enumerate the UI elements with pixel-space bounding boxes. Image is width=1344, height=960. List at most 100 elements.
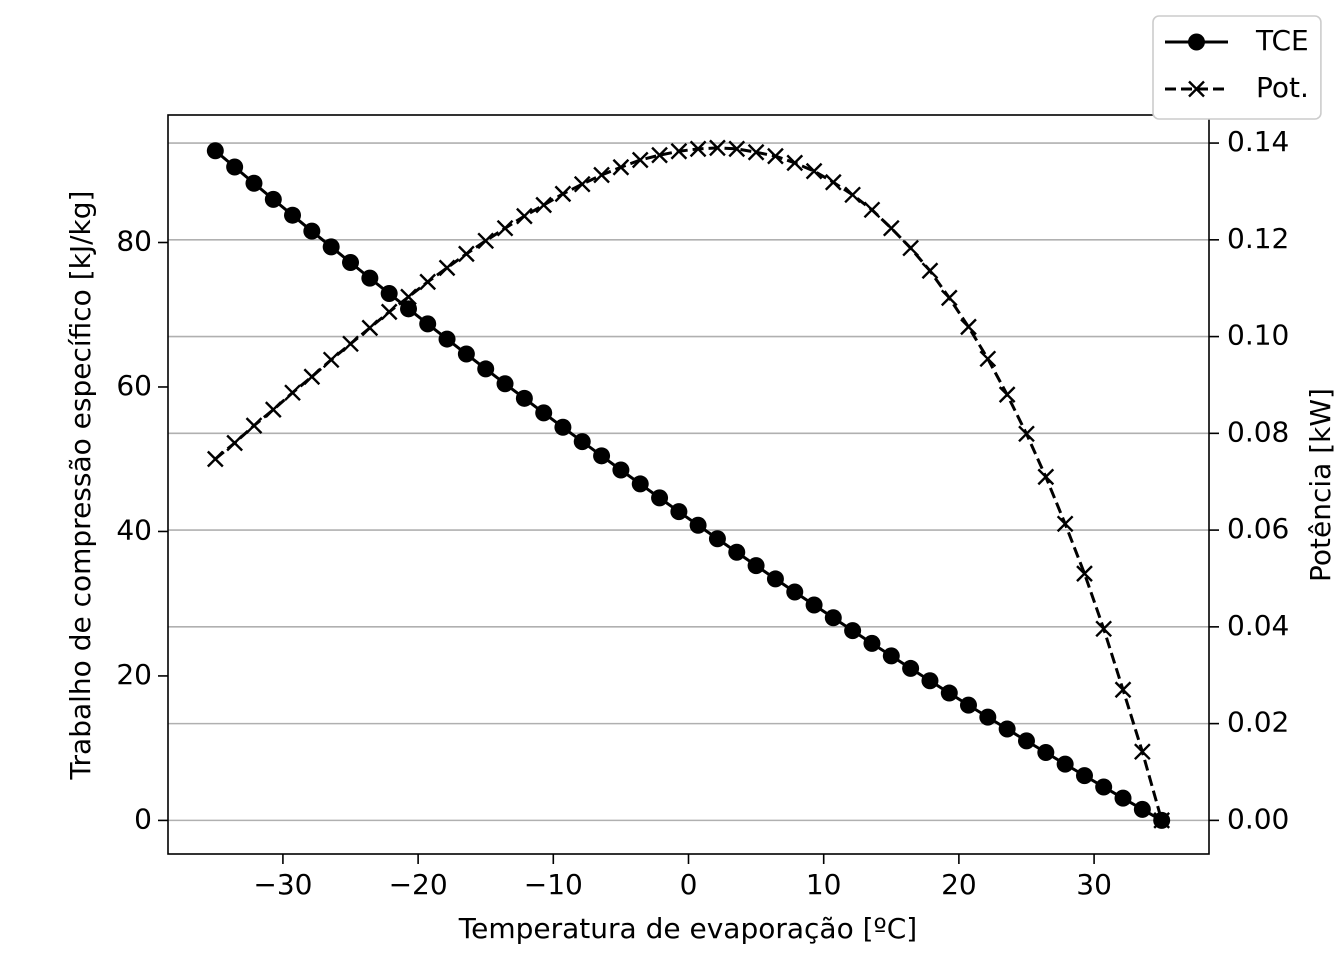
point-marker	[766, 570, 784, 588]
point-marker	[1153, 812, 1171, 829]
point-marker	[747, 557, 765, 575]
point-marker	[457, 345, 475, 363]
point-marker	[998, 720, 1016, 738]
y2-tick-label: 0.14	[1227, 125, 1289, 158]
point-marker	[593, 447, 611, 465]
legend-label: Pot.	[1256, 71, 1309, 104]
y2-tick-label: 0.10	[1227, 319, 1289, 352]
point-marker	[284, 206, 302, 224]
point-marker	[380, 303, 398, 321]
y-tick-label: 0	[134, 802, 152, 835]
point-marker	[226, 158, 244, 176]
point-marker	[844, 622, 862, 640]
point-marker	[400, 288, 417, 306]
point-marker	[361, 269, 379, 287]
point-marker	[651, 489, 669, 507]
point-marker	[322, 351, 340, 369]
point-marker	[902, 239, 919, 257]
point-marker	[438, 259, 456, 277]
x-tick-label: 20	[941, 868, 977, 901]
legend-label: TCE	[1255, 24, 1309, 57]
point-marker	[689, 516, 707, 534]
point-marker	[496, 219, 514, 237]
point-marker	[612, 461, 630, 479]
point-marker	[670, 142, 688, 160]
point-marker	[264, 401, 282, 418]
point-marker	[554, 418, 572, 436]
axes-frame	[167, 114, 1210, 855]
point-marker	[419, 273, 437, 291]
point-marker	[844, 186, 861, 204]
y-axis-label: Trabalho de compressão específico [kJ/kg…	[64, 191, 97, 781]
y-tick-label: 80	[116, 225, 152, 258]
y-tick-label: 40	[116, 513, 152, 546]
point-marker	[1114, 789, 1132, 807]
point-marker	[786, 583, 804, 601]
point-marker	[419, 315, 437, 333]
point-marker	[535, 196, 553, 214]
x-tick-label: −30	[253, 868, 312, 901]
point-marker	[245, 417, 263, 434]
point-marker	[1056, 755, 1074, 773]
point-marker	[573, 433, 591, 451]
y-tick-label: 20	[116, 658, 152, 691]
point-marker	[1037, 744, 1055, 762]
y2-axis-label: Potência [kW]	[1304, 388, 1337, 582]
point-marker	[1134, 743, 1151, 761]
point-marker	[689, 140, 707, 158]
point-marker	[805, 162, 823, 180]
point-marker	[631, 475, 649, 493]
point-marker	[342, 335, 359, 353]
point-marker	[458, 245, 475, 263]
y2-tick-label: 0.00	[1227, 802, 1289, 835]
point-marker	[380, 285, 398, 303]
point-marker	[728, 140, 746, 158]
point-marker	[921, 262, 939, 280]
point-marker	[959, 696, 977, 714]
x-tick-label: −10	[524, 868, 583, 901]
point-marker	[303, 222, 321, 240]
x-axis-label: Temperatura de evaporação [ºC]	[458, 912, 917, 945]
point-marker	[554, 185, 572, 203]
point-marker	[303, 368, 321, 386]
point-marker	[805, 596, 823, 614]
y2-tick-label: 0.04	[1227, 609, 1289, 642]
point-marker	[1095, 620, 1113, 638]
point-marker	[1018, 425, 1035, 443]
series-line	[214, 146, 1164, 821]
y2-tick-label: 0.12	[1227, 222, 1289, 255]
y2-tick-label: 0.08	[1227, 415, 1289, 448]
point-marker	[863, 634, 881, 652]
point-marker	[206, 450, 224, 468]
y2-tick-label: 0.06	[1227, 512, 1289, 545]
point-marker	[631, 151, 649, 169]
point-marker	[516, 207, 533, 225]
point-marker	[940, 684, 958, 702]
x-tick-label: −20	[389, 868, 448, 901]
point-marker	[612, 158, 630, 176]
x-tick-label: 0	[680, 868, 698, 901]
point-marker	[863, 201, 881, 219]
point-marker	[767, 147, 784, 165]
x-tick-label: 10	[806, 868, 842, 901]
point-marker	[651, 146, 668, 164]
legend-marker	[1188, 33, 1205, 51]
point-marker	[940, 289, 958, 307]
point-marker	[264, 190, 282, 208]
point-marker	[1037, 468, 1055, 486]
point-marker	[882, 219, 900, 237]
point-marker	[400, 300, 418, 318]
point-marker	[921, 672, 939, 690]
point-marker	[322, 238, 340, 256]
point-marker	[1017, 732, 1035, 750]
point-marker	[786, 154, 804, 172]
point-marker	[960, 318, 977, 336]
point-marker	[747, 143, 765, 161]
y-tick-label: 60	[116, 369, 152, 402]
point-marker	[1095, 778, 1113, 796]
point-marker	[226, 434, 243, 452]
point-marker	[535, 404, 553, 422]
point-marker	[1133, 800, 1151, 818]
